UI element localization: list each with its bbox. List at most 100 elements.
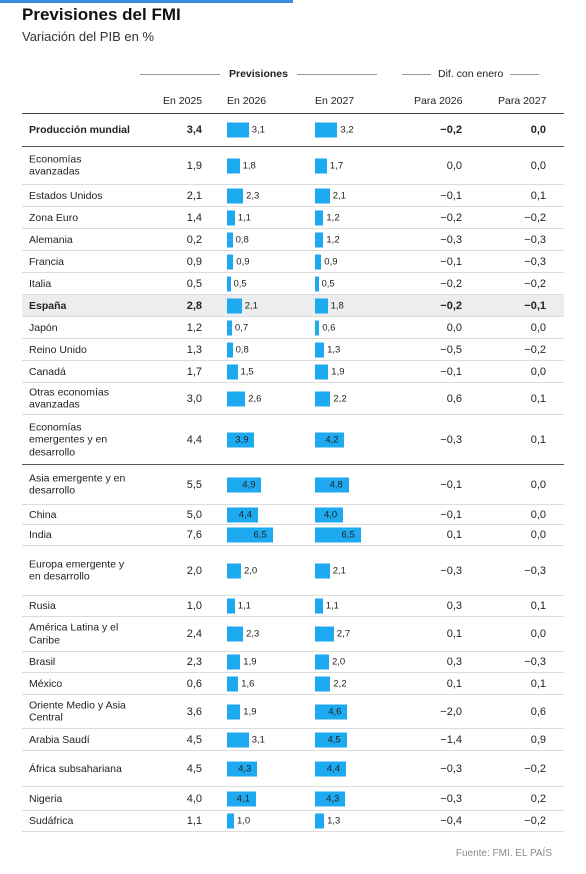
bar-2027	[315, 626, 334, 642]
diff-2026: 0,3	[446, 600, 462, 612]
table-row: Reino Unido 1,3 0,8 1,3 −0,5 −0,2	[22, 339, 564, 361]
bar-label-2026: 1,0	[237, 815, 251, 827]
diff-2027: −0,3	[524, 564, 546, 577]
diff-2026: −0,3	[440, 792, 462, 805]
value-2025: 1,4	[186, 211, 202, 224]
bar-2027	[315, 210, 324, 225]
bar-2026	[227, 598, 235, 614]
bar-label-2026: 3,1	[251, 124, 265, 136]
bar-label-2026: 1,5	[240, 366, 254, 377]
bar-label-2026: 4,3	[238, 763, 252, 774]
bar-label-2026: 0,8	[235, 234, 249, 245]
bar-label-2026: 2,1	[244, 300, 258, 311]
diff-2026: −1,4	[440, 733, 462, 746]
diff-2026: 0,3	[446, 656, 462, 668]
value-2025: 5,5	[186, 478, 202, 491]
diff-2027: 0,0	[530, 529, 546, 541]
bar-label-2026: 1,9	[243, 706, 257, 717]
table-row: Canadá 1,7 1,5 1,9 −0,1 0,0	[22, 361, 564, 383]
table-row: Asia emergente y en desarrollo 5,5 4,9 4,8 −…	[22, 465, 564, 505]
table-row: México 0,6 1,6 2,2 0,1 0,1	[22, 673, 564, 695]
value-2025: 5,0	[186, 508, 202, 521]
diff-2026: −0,2	[440, 124, 462, 136]
value-2025: 1,9	[186, 159, 202, 172]
bar-2027	[315, 761, 346, 776]
table-row: Economías emergentes y en desarrollo 4,4 3…	[22, 415, 564, 465]
table-row: África subsahariana 4,5 4,3 4,4 −0,3 −0,2	[22, 751, 564, 787]
bar-2026	[227, 188, 244, 203]
bar-label-2027: 1,3	[327, 815, 341, 827]
bar-2027	[315, 598, 323, 614]
diff-2026: −0,3	[440, 564, 462, 577]
diff-2027: 0,0	[530, 159, 546, 172]
bar-label-2026: 2,0	[244, 565, 258, 576]
bar-label-2027: 4,3	[326, 793, 340, 804]
bar-label-2027: 4,4	[326, 763, 341, 774]
row-label: Estados Unidos	[29, 189, 103, 202]
bar-label-2027: 4,8	[329, 479, 343, 490]
diff-2027: 0,1	[530, 600, 546, 612]
table-row: Europa emergente y en desarrollo 2,0 2,0 2,…	[22, 546, 564, 596]
row-label: Otras economías avanzadas	[29, 386, 109, 411]
row-label: Canadá	[29, 365, 66, 378]
bar-label-2027: 6,5	[341, 529, 355, 541]
diff-2027: 0,0	[530, 321, 546, 334]
diff-2026: −0,1	[440, 478, 462, 491]
row-label: Asia emergente y en desarrollo	[29, 472, 126, 497]
value-2025: 2,4	[186, 628, 202, 640]
bar-2027	[315, 654, 329, 670]
bar-label-2026: 2,3	[246, 628, 260, 640]
table-row: India 7,6 6,5 6,5 0,1 0,0	[22, 525, 564, 546]
value-2025: 4,0	[186, 792, 202, 805]
bar-label-2027: 2,2	[333, 678, 347, 689]
value-2025: 7,6	[186, 529, 202, 541]
diff-2026: 0,0	[446, 159, 462, 172]
bar-2027	[315, 158, 327, 173]
row-label: España	[29, 299, 67, 312]
bar-2026	[227, 704, 241, 719]
diff-2026: 0,1	[446, 677, 462, 690]
table-row: Otras economías avanzadas 3,0 2,6 2,2 0,6 0,1	[22, 383, 564, 415]
col-header-diff-2026: Para 2026	[414, 95, 463, 107]
row-label: Francia	[29, 255, 65, 268]
bar-2026	[227, 676, 239, 691]
bar-2027	[315, 791, 346, 806]
bar-label-2027: 1,7	[329, 160, 344, 171]
bar-2026	[227, 342, 233, 357]
row-label: América Latina y el Caribe	[29, 621, 119, 647]
bar-label-2027: 0,5	[321, 278, 335, 289]
bar-label-2026: 1,9	[243, 656, 257, 668]
value-2025: 4,4	[186, 433, 202, 446]
bar-label-2026: 6,5	[253, 529, 267, 541]
bar-2026	[227, 298, 242, 313]
value-2025: 0,5	[186, 277, 202, 290]
bar-label-2027: 4,0	[324, 509, 338, 520]
table-row: Brasil 2,3 1,9 2,0 0,3 −0,3	[22, 652, 564, 673]
bar-label-2026: 0,5	[233, 278, 247, 289]
value-2025: 0,9	[186, 255, 202, 268]
bar-2027	[315, 320, 320, 335]
bar-label-2027: 3,2	[340, 124, 354, 136]
table-row: Francia 0,9 0,9 0,9 −0,1 −0,3	[22, 251, 564, 273]
diff-2027: −0,2	[524, 762, 546, 775]
bar-2026	[227, 732, 249, 747]
table-row: Alemania 0,2 0,8 1,2 −0,3 −0,3	[22, 229, 564, 251]
bar-label-2026: 4,4	[238, 509, 253, 520]
table-row: Oriente Medio y Asia Central 3,6 1,9 4,6 −2,…	[22, 695, 564, 729]
row-label: Europa emergente y en desarrollo	[29, 558, 125, 583]
bar-label-2027: 2,2	[333, 393, 347, 404]
group-line-diff-left	[402, 74, 431, 75]
bar-2027	[315, 563, 330, 578]
diff-2027: 0,1	[530, 677, 546, 690]
diff-2026: 0,6	[446, 392, 462, 405]
col-header-2026: En 2026	[227, 95, 267, 107]
source-note: Fuente: FMI. EL PAÍS	[455, 848, 552, 859]
bar-label-2027: 4,2	[325, 434, 339, 445]
diff-2027: −0,2	[524, 815, 546, 827]
diff-2027: 0,6	[530, 705, 546, 718]
bar-2026	[227, 477, 262, 492]
bar-label-2026: 0,7	[234, 322, 249, 333]
value-2025: 2,8	[186, 299, 202, 312]
table-row: Rusia 1,0 1,1 1,1 0,3 0,1	[22, 596, 564, 617]
